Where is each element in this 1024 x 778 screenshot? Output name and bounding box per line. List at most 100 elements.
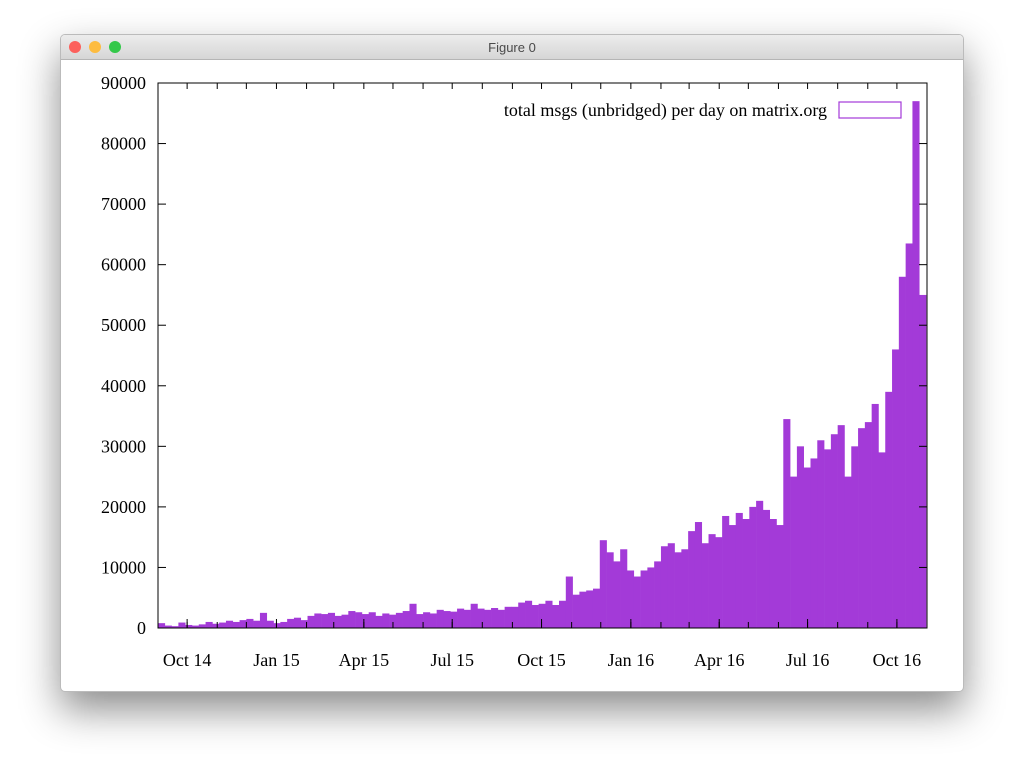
bar — [348, 611, 356, 628]
bar — [749, 506, 757, 628]
bar — [708, 534, 716, 628]
bar — [382, 613, 390, 628]
bar — [334, 615, 342, 628]
bar — [538, 603, 546, 628]
bar — [463, 609, 471, 628]
bar — [307, 615, 315, 628]
bar — [667, 543, 675, 628]
y-tick-label: 0 — [137, 618, 146, 638]
bar — [606, 552, 614, 628]
bar — [477, 608, 485, 628]
x-tick-label: Oct 15 — [517, 650, 566, 670]
bar — [701, 543, 709, 628]
bar — [321, 614, 329, 628]
bar — [497, 609, 505, 628]
bar — [592, 588, 601, 628]
bar — [620, 549, 628, 628]
x-tick-label: Jul 15 — [430, 650, 474, 670]
bar — [694, 522, 703, 628]
bar — [654, 561, 662, 628]
bar — [531, 604, 539, 628]
bar — [579, 591, 587, 628]
y-tick-label: 10000 — [101, 557, 146, 577]
bar — [647, 567, 655, 628]
plot-border — [157, 82, 928, 629]
bar — [266, 620, 274, 628]
y-tick-label: 30000 — [101, 436, 146, 456]
chart: 0 10000 20000 30000 40000 50000 60000 70000 8000… — [101, 73, 928, 670]
bar — [559, 600, 567, 628]
bar — [674, 552, 682, 628]
bar — [545, 600, 553, 628]
x-tick-label: Jul 16 — [786, 650, 830, 670]
y-tick-label: 90000 — [101, 73, 146, 93]
y-tick-label: 70000 — [101, 194, 146, 214]
bar — [851, 446, 859, 628]
bar — [728, 525, 737, 628]
legend-label: total msgs (unbridged) per day on matrix… — [504, 100, 827, 121]
bar — [518, 602, 526, 628]
bar — [368, 612, 376, 628]
bar — [253, 620, 261, 628]
bar — [409, 603, 417, 628]
bar — [660, 546, 669, 628]
y-tick-label: 60000 — [101, 255, 146, 275]
bar — [572, 594, 580, 628]
bar — [185, 624, 193, 628]
bar — [783, 419, 791, 628]
bar — [293, 617, 302, 628]
bar — [640, 570, 648, 628]
bar — [225, 620, 234, 628]
bar — [810, 458, 818, 628]
bar — [341, 614, 349, 628]
bar — [212, 623, 220, 628]
bar — [837, 425, 845, 628]
bar — [443, 611, 451, 628]
bar — [633, 576, 641, 628]
figure-window: Figure 0 0 10000 20000 30000 40000 50000 60000… — [60, 34, 964, 692]
bar — [395, 612, 403, 628]
y-tick-label: 50000 — [101, 315, 146, 335]
bar — [436, 609, 444, 628]
bar — [885, 391, 893, 628]
bar — [688, 531, 696, 628]
bar — [626, 570, 635, 628]
bar — [864, 422, 872, 628]
y-tick-label: 40000 — [101, 376, 146, 396]
bar — [735, 512, 743, 628]
bar — [898, 276, 906, 628]
bar — [259, 612, 268, 628]
bar — [191, 625, 200, 628]
bar — [178, 622, 186, 628]
x-tick-label: Oct 16 — [873, 650, 922, 670]
bar — [525, 600, 533, 628]
bar — [171, 626, 179, 628]
title-bar: Figure 0 — [61, 35, 963, 60]
bar — [769, 519, 777, 628]
bar — [389, 614, 397, 628]
bar — [158, 623, 166, 628]
bar — [715, 537, 723, 628]
bar — [327, 612, 336, 628]
x-tick-label: Jan 15 — [253, 650, 300, 670]
bar — [871, 403, 879, 628]
bar — [830, 434, 838, 628]
x-tick-label: Apr 15 — [339, 650, 390, 670]
bar — [824, 449, 832, 628]
close-button[interactable] — [69, 41, 81, 53]
bar — [361, 614, 369, 628]
y-tick-label: 20000 — [101, 497, 146, 517]
bar — [511, 606, 519, 628]
bar — [491, 608, 499, 628]
bar — [450, 611, 458, 628]
bar — [722, 515, 730, 628]
bar — [423, 612, 431, 628]
bar — [756, 500, 764, 628]
bar — [457, 608, 465, 628]
bar — [314, 613, 322, 628]
bar — [402, 611, 410, 628]
legend-swatch — [838, 101, 902, 119]
minimize-button[interactable] — [89, 41, 101, 53]
zoom-button[interactable] — [109, 41, 121, 53]
bar — [613, 561, 621, 628]
